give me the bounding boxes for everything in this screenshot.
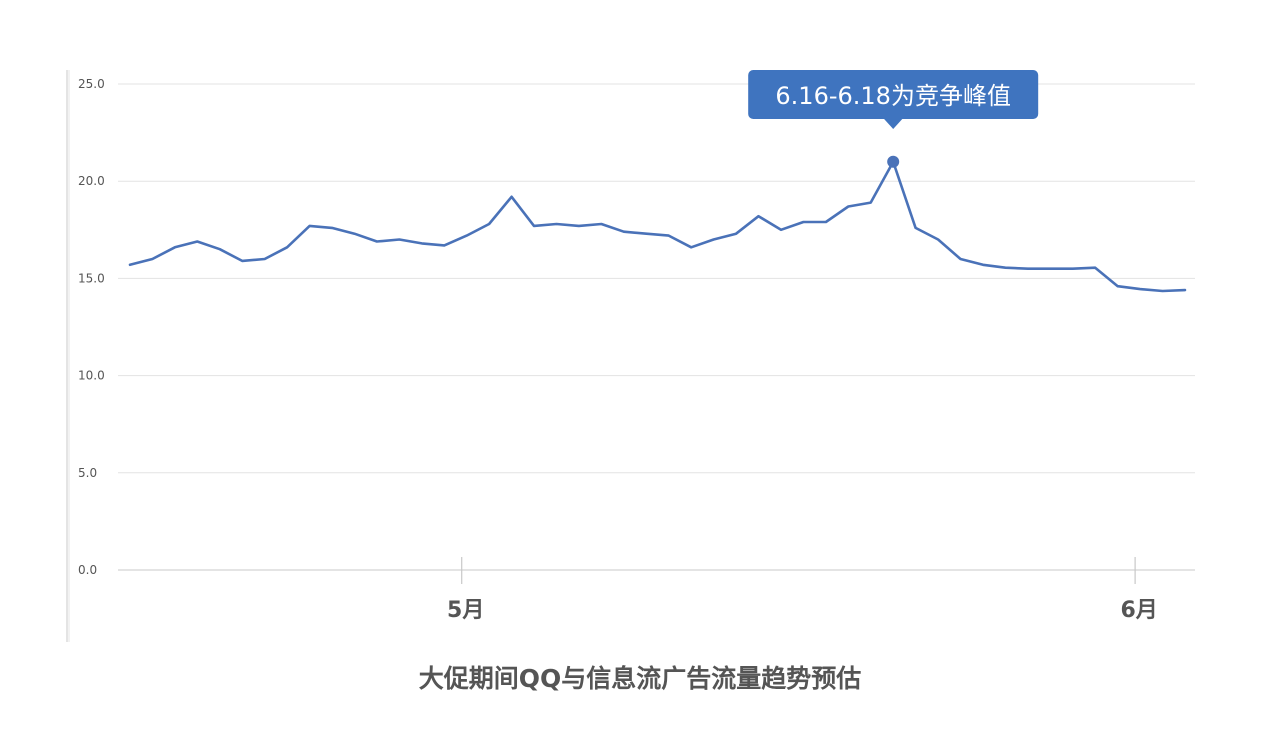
series-layer (128, 160, 1187, 293)
callout-pointer (883, 118, 904, 129)
peak-point-marker (887, 155, 900, 168)
callout-box (748, 70, 1039, 119)
y-tick-label: 5.0 (78, 466, 97, 480)
grid-layer (118, 83, 1195, 474)
y-tick-label: 10.0 (78, 369, 105, 383)
y-tick-label: 0.0 (78, 563, 97, 577)
series-line (128, 160, 1187, 293)
x-tick-label: 5月 (447, 598, 484, 623)
axis-layer: 0.0 5.0 10.0 15.0 20.0 25.0 5月 6月 (66, 70, 1195, 642)
peak-callout: 6.16-6.18为竞争峰值 (748, 70, 1039, 129)
y-tick-label: 15.0 (78, 271, 105, 285)
chart-title: 大促期间QQ与信息流广告流量趋势预估 (419, 664, 862, 693)
y-tick-label: 25.0 (78, 77, 105, 91)
callout-text: 6.16-6.18为竞争峰值 (775, 82, 1011, 110)
x-tick-label: 6月 (1120, 598, 1157, 623)
y-tick-label: 20.0 (78, 174, 105, 188)
annotation-layer: 6.16-6.18为竞争峰值 (748, 70, 1039, 168)
